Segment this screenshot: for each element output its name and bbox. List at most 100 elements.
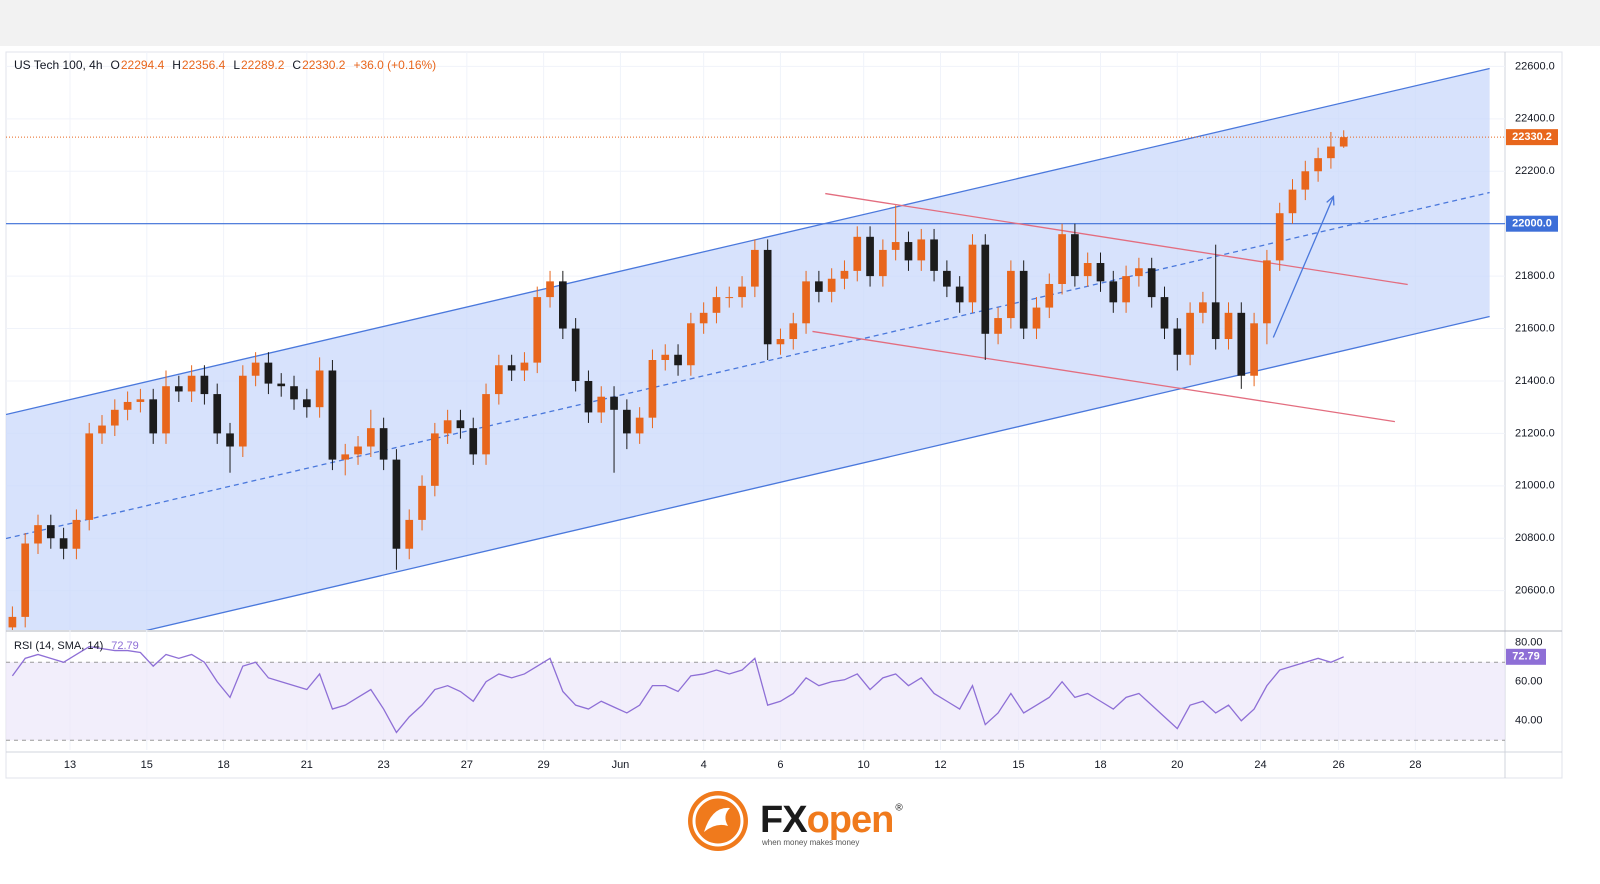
candle-body bbox=[1007, 270, 1015, 319]
candle-body bbox=[494, 365, 503, 395]
header: US Tech 100, 4h O 22294.4 H 22356.4 L 22289.2 C… bbox=[14, 58, 436, 652]
candle-body bbox=[763, 249, 772, 345]
y-tick-label: 21400.0 bbox=[1515, 375, 1555, 387]
candle-body bbox=[418, 485, 426, 520]
axes: 13 15 18 21 23 27 29 Jun 4 6 10 12 15 18 20 24 26 28 20600… bbox=[64, 60, 1558, 771]
candle-body bbox=[1237, 312, 1246, 376]
candle-body bbox=[264, 362, 273, 384]
candle-body bbox=[623, 409, 631, 434]
y-tick-label: 22200.0 bbox=[1515, 165, 1555, 177]
candle-body bbox=[1109, 281, 1118, 303]
candle-body bbox=[354, 446, 362, 455]
candle-body bbox=[789, 323, 798, 340]
candle-body bbox=[174, 386, 183, 392]
candle-body bbox=[482, 394, 490, 455]
candle-body bbox=[85, 433, 94, 520]
candle-body bbox=[46, 525, 55, 539]
candle-body bbox=[1288, 189, 1297, 214]
candle-body bbox=[1301, 171, 1310, 190]
candle-body bbox=[994, 318, 1002, 334]
symbol: US Tech 100, 4h bbox=[14, 58, 103, 72]
candle-body bbox=[635, 417, 644, 434]
logo-mark: ® bbox=[895, 803, 903, 814]
candle-body bbox=[72, 519, 81, 549]
candle-body bbox=[597, 396, 606, 413]
candle-body bbox=[8, 616, 17, 628]
level-tag-box bbox=[1506, 215, 1558, 232]
y-tick-label: 20600.0 bbox=[1515, 585, 1555, 597]
candle-body bbox=[1275, 213, 1284, 261]
candle-body bbox=[955, 286, 964, 303]
candle-body bbox=[379, 428, 388, 460]
candle-body bbox=[738, 286, 746, 298]
last-price-tag: 22330.2 bbox=[1512, 131, 1552, 143]
candle-body bbox=[290, 386, 298, 400]
candle-body bbox=[123, 401, 132, 410]
candle-body bbox=[1135, 268, 1143, 277]
x-tick-label: 27 bbox=[461, 759, 473, 771]
candle-body bbox=[1250, 323, 1258, 376]
candle-body bbox=[149, 399, 158, 434]
candle-body bbox=[1032, 307, 1041, 329]
candle-body bbox=[1160, 297, 1169, 329]
candle-body bbox=[238, 375, 247, 447]
candle-body bbox=[1019, 270, 1028, 329]
rsi-legend-value: 72.79 bbox=[111, 640, 139, 652]
ohlc-value: 22356.4 bbox=[182, 58, 226, 72]
logo-emblem-ring bbox=[692, 795, 744, 847]
candle-body bbox=[725, 297, 734, 299]
rsi-tag: 72.79 bbox=[1512, 651, 1540, 663]
candle-body bbox=[21, 543, 30, 617]
y-tick-label: 21200.0 bbox=[1515, 427, 1555, 439]
candle-body bbox=[1071, 234, 1079, 277]
candle-body bbox=[1263, 260, 1271, 324]
candle-body bbox=[648, 360, 657, 418]
candle-body bbox=[520, 362, 529, 371]
candle-body bbox=[533, 297, 542, 363]
ohlc-value: 22289.2 bbox=[241, 58, 285, 72]
logo-bull bbox=[704, 807, 730, 832]
candle-body bbox=[200, 375, 209, 395]
candle-body bbox=[302, 399, 311, 408]
x-tick-label: 28 bbox=[1409, 759, 1421, 771]
rsi-tick-label: 60.00 bbox=[1515, 676, 1543, 688]
candle-body bbox=[213, 394, 222, 434]
level-tag: 22000.0 bbox=[1512, 218, 1552, 230]
candle-body bbox=[1314, 158, 1322, 172]
y-tick-label: 21800.0 bbox=[1515, 270, 1555, 282]
logo-tagline: when money makes money bbox=[761, 838, 859, 847]
candle-body bbox=[802, 281, 810, 324]
x-tick-label: 15 bbox=[141, 759, 153, 771]
candle-body bbox=[584, 380, 593, 413]
candle-body bbox=[661, 354, 670, 361]
y-tick-label: 21600.0 bbox=[1515, 322, 1555, 334]
candle-body bbox=[610, 396, 618, 410]
x-tick-label: 29 bbox=[538, 759, 550, 771]
ohlc-label: H bbox=[172, 58, 181, 72]
candle-body bbox=[1147, 268, 1156, 298]
x-tick-label: 26 bbox=[1332, 759, 1344, 771]
candle-body bbox=[687, 323, 695, 366]
logo-fx: FX bbox=[760, 799, 808, 841]
candle-body bbox=[392, 459, 401, 549]
rsi-tick-label: 80.00 bbox=[1515, 637, 1543, 649]
candle-body bbox=[34, 525, 42, 544]
candle-body bbox=[187, 375, 196, 392]
candle-body bbox=[507, 365, 516, 371]
candle-body bbox=[891, 242, 900, 250]
candle-body bbox=[1058, 234, 1066, 284]
candle-body bbox=[1224, 312, 1233, 340]
trend-line bbox=[812, 330, 1396, 423]
x-tick-label: 4 bbox=[701, 759, 707, 771]
x-tick-label: Jun bbox=[612, 759, 630, 771]
logo: FX open ® when money makes money bbox=[688, 791, 903, 851]
trend-line bbox=[6, 67, 1490, 416]
x-tick-label: 10 bbox=[858, 759, 870, 771]
candle-body bbox=[328, 370, 337, 460]
candle-body bbox=[1083, 263, 1092, 277]
x-tick-label: 13 bbox=[64, 759, 76, 771]
candle-body bbox=[815, 281, 823, 292]
logo-open: open bbox=[807, 799, 894, 841]
